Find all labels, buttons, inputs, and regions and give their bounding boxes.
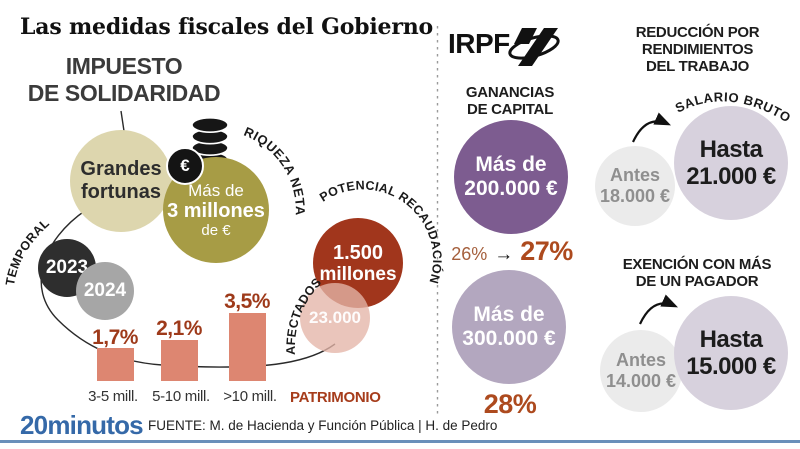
- tier2-line2: 300.000 €: [462, 327, 556, 350]
- year-2024: 2024: [83, 280, 127, 301]
- exemption-before-circle: Antes 14.000 €: [600, 330, 682, 412]
- exemption-before-label: Antes: [615, 350, 666, 370]
- work-reduction-line1: REDUCCIÓN POR: [635, 24, 760, 41]
- rate-arrow-icon: →: [494, 244, 514, 265]
- page-title: Las medidas fiscales del Gobierno: [20, 14, 433, 40]
- capital-gains-line1: GANANCIAS: [465, 84, 555, 101]
- bar2-value: 2,1%: [156, 317, 202, 340]
- capital-gains-heading: GANANCIAS DE CAPITAL: [460, 84, 560, 118]
- exemption-line2: DE UN PAGADOR: [635, 273, 759, 290]
- tier1-rates: 26% → 27%: [443, 236, 581, 267]
- tier1-line1: Más de: [475, 153, 547, 176]
- euro-coin-icon: €: [166, 147, 204, 185]
- work-before-label: Antes: [609, 165, 660, 185]
- tier1-line2: 200.000 €: [464, 177, 558, 200]
- tier2-new-rate: 28%: [483, 389, 537, 419]
- exemption-after-label: Hasta: [699, 326, 763, 353]
- revenue-line1: 1.500: [332, 241, 384, 264]
- tier1-circle: Más de 200.000 €: [454, 120, 568, 234]
- threshold-line2: 3 millones: [167, 199, 265, 222]
- grandes-fortunas-line2: fortunas: [81, 181, 161, 203]
- work-after-label: Hasta: [699, 136, 763, 163]
- euro-symbol: €: [180, 156, 190, 175]
- bar-3-5-mill: [97, 348, 134, 381]
- exemption-increase-arrow-icon: [639, 294, 679, 325]
- salario-bruto-curved-label: SALARIO BRUTO: [673, 89, 794, 125]
- threshold-circle: Más de 3 millones de €: [163, 157, 269, 263]
- grandes-fortunas-circle: Grandes fortunas: [70, 130, 172, 232]
- bar3-label: >10 mill.: [223, 388, 277, 405]
- afectados-curved-label: AFECTADOS: [284, 275, 324, 355]
- tier2-line1: Más de: [473, 303, 545, 326]
- work-after-circle: Hasta 21.000 €: [674, 106, 788, 220]
- affected-count: 23.000: [309, 308, 361, 327]
- work-reduction-line3: DEL TRABAJO: [645, 58, 750, 75]
- footer-accent-bar: [0, 440, 800, 443]
- bar1-value: 1,7%: [92, 326, 138, 349]
- bar-5-10-mill: [161, 340, 198, 381]
- exemption-before-value: 14.000 €: [605, 371, 677, 391]
- exemption-heading: EXENCIÓN CON MÁS DE UN PAGADOR: [612, 256, 782, 290]
- temporal-curved-label: TEMPORAL: [3, 216, 52, 286]
- year-2023: 2023: [45, 257, 89, 278]
- exemption-after-circle: Hasta 15.000 €: [674, 296, 788, 410]
- heading-connector-line: [120, 110, 125, 132]
- work-before-value: 18.000 €: [599, 186, 671, 206]
- tier1-old-rate: 26%: [451, 244, 488, 264]
- tier2-circle: Más de 300.000 €: [452, 270, 566, 384]
- solidarity-heading: IMPUESTO DE SOLIDARIDAD: [24, 53, 224, 107]
- agencia-tributaria-logo-icon: [508, 28, 560, 66]
- tier1-new-rate: 27%: [520, 236, 573, 266]
- work-before-circle: Antes 18.000 €: [595, 146, 675, 226]
- threshold-line3: de €: [201, 221, 231, 239]
- year-2024-circle: 2024: [76, 262, 134, 320]
- irpf-heading: IRPF: [448, 28, 510, 59]
- threshold-line1: Más de: [188, 180, 244, 200]
- work-reduction-line2: RENDIMIENTOS: [641, 41, 754, 58]
- brand-logo: 20minutos: [20, 410, 144, 441]
- potencial-recaudacion-curved-label: POTENCIAL RECAUDACIÓN: [317, 178, 445, 285]
- source-credit: FUENTE: M. de Hacienda y Función Pública…: [148, 418, 498, 433]
- patrimonio-label: PATRIMONIO: [290, 389, 381, 406]
- work-after-value: 21.000 €: [686, 163, 776, 190]
- riqueza-neta-curved-label: RIQUEZA NETA: [242, 124, 308, 216]
- grandes-fortunas-line1: Grandes: [80, 158, 162, 180]
- affected-circle: 23.000: [300, 283, 370, 353]
- brand-logo-20: 20: [20, 410, 48, 440]
- solidarity-heading-line1: IMPUESTO: [65, 53, 183, 79]
- bar1-label: 3-5 mill.: [88, 388, 138, 405]
- bar2-label: 5-10 mill.: [152, 388, 210, 405]
- bar-gt10-mill: [229, 313, 266, 381]
- capital-gains-line2: DE CAPITAL: [467, 101, 553, 118]
- exemption-line1: EXENCIÓN CON MÁS: [622, 256, 772, 273]
- exemption-after-value: 15.000 €: [686, 353, 776, 380]
- work-increase-arrow-icon: [632, 112, 672, 143]
- work-reduction-heading: REDUCCIÓN POR RENDIMIENTOS DEL TRABAJO: [615, 24, 780, 75]
- revenue-line2: millones: [319, 263, 397, 285]
- bar3-value: 3,5%: [224, 290, 270, 313]
- brand-logo-minutos: minutos: [47, 410, 143, 440]
- solidarity-heading-line2: DE SOLIDARIDAD: [27, 80, 221, 106]
